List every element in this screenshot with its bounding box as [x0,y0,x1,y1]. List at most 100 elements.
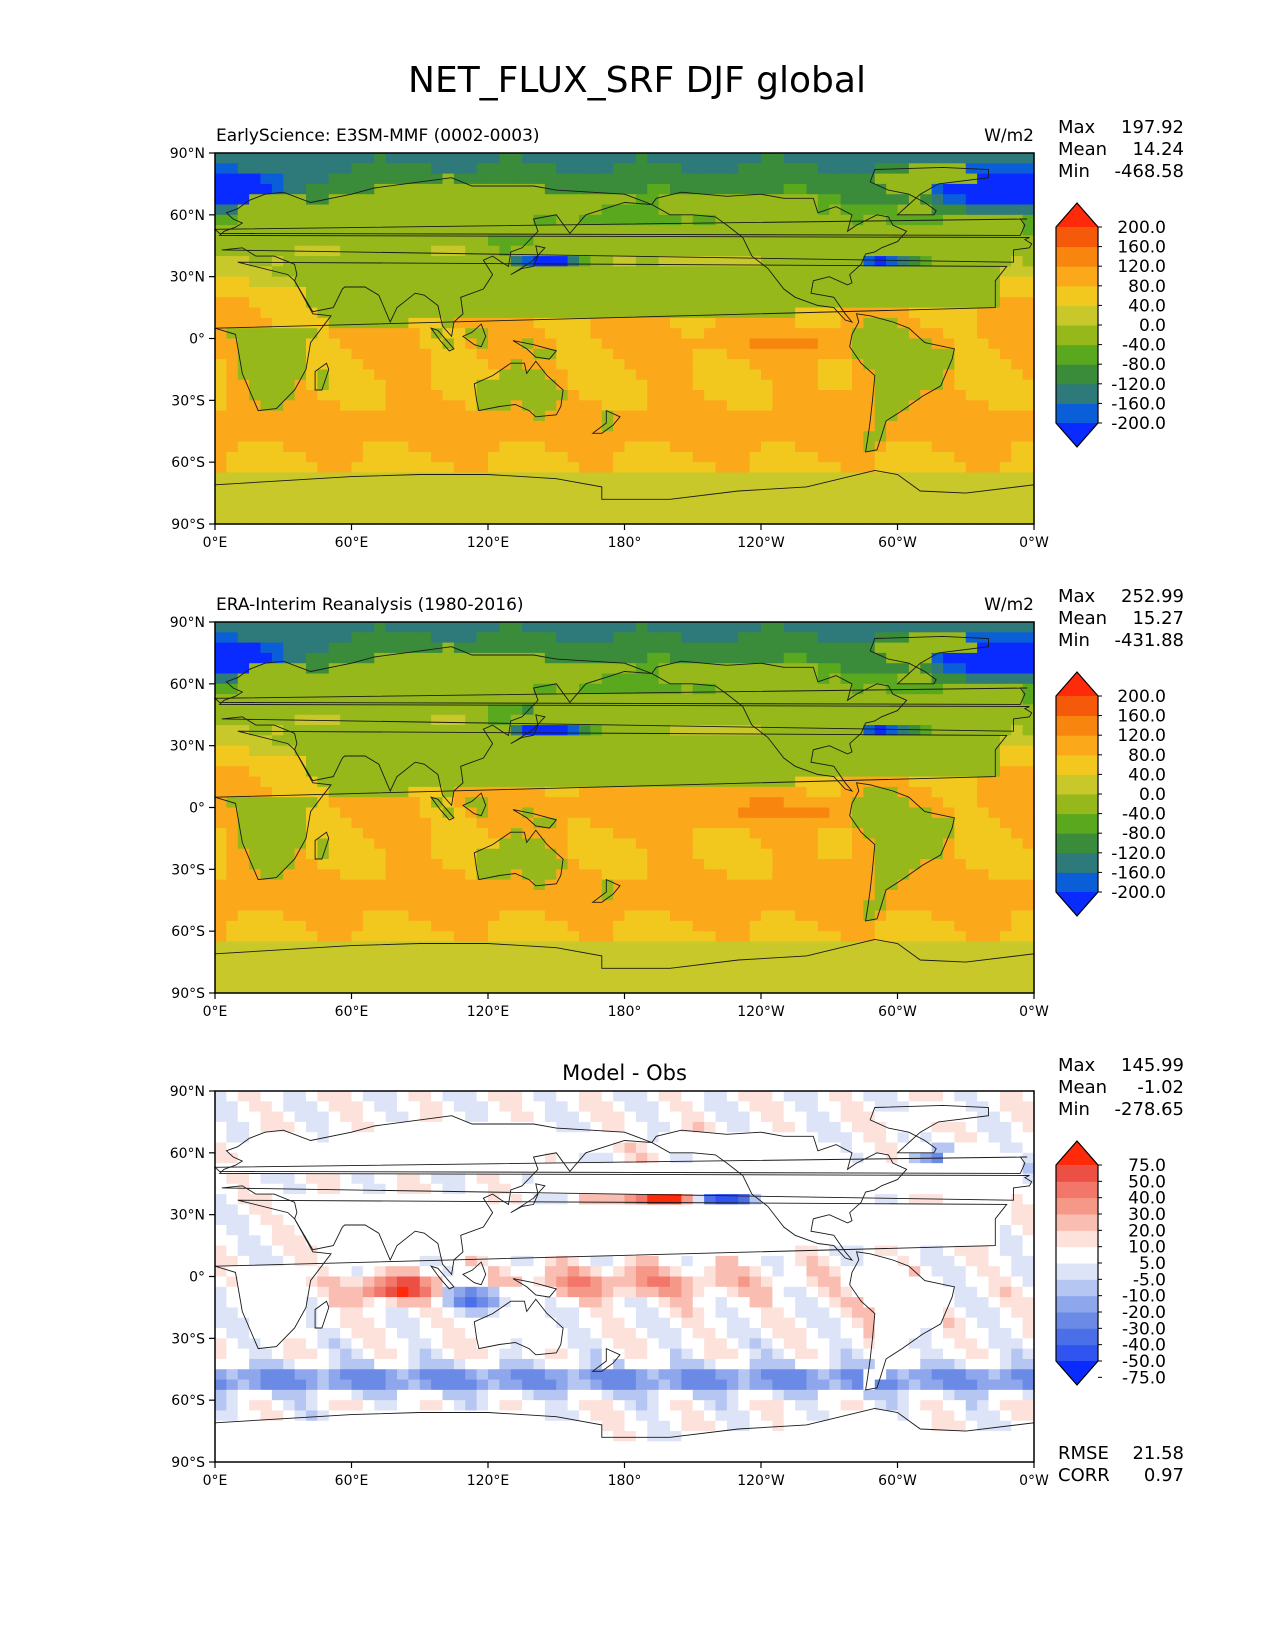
map-cell [658,735,671,747]
map-cell [362,256,375,267]
map-cell [749,632,762,644]
map-cell [783,400,796,412]
map-cell [499,513,512,525]
map-cell [579,683,591,695]
map-cell [1011,204,1024,216]
map-cell [988,735,1001,747]
map-cell [249,817,262,829]
map-cell [306,503,318,515]
map-cell [1011,400,1024,412]
map-cell [544,379,557,391]
map-cell [704,859,717,870]
map-cell [533,173,546,185]
map-cell [567,245,580,257]
map-cell [271,786,284,798]
map-cell [260,359,273,371]
map-cell [590,642,603,654]
map-cell [1011,859,1024,870]
map-cell [476,869,489,881]
map-cell [965,900,978,912]
map-cell [749,838,762,850]
map-cell [465,225,478,237]
map-cell [374,683,387,695]
map-cell [408,256,421,267]
map-cell [852,431,864,443]
map-cell [863,441,876,453]
map-cell [328,400,341,412]
map-cell [271,879,284,891]
map-cell [317,879,330,891]
map-cell [806,472,819,484]
map-cell [715,390,728,401]
map-cell [488,632,500,644]
map-cell [749,766,762,778]
map-cell [908,859,921,870]
map-cell [556,725,569,736]
map-cell [931,910,944,922]
map-cell [863,204,876,216]
map-cell [419,807,432,819]
map-cell [931,797,944,809]
map-cell [726,431,739,443]
map-cell [510,163,523,175]
map-cell [317,920,330,932]
map-cell [965,941,978,953]
map-cell [772,462,785,474]
map-cell [260,379,273,391]
map-cell [670,859,682,870]
map-cell [817,642,830,654]
map-cell [556,276,569,288]
map-cell [374,725,387,736]
map-cell [692,807,705,819]
map-cell [704,348,717,360]
coastline-great-britain [213,218,1028,236]
map-cell [362,431,375,443]
map-cell [999,786,1012,798]
map-cell [715,286,728,298]
map-cell [271,920,284,932]
map-cell [806,317,819,329]
map-cell [704,725,717,736]
map-cell [408,431,421,443]
map-cell [237,735,250,747]
map-cell [294,420,307,432]
map-cell [522,307,535,319]
map-cell [499,828,512,840]
map-cell [852,390,864,401]
map-cell [408,745,421,757]
map-cell [533,683,546,695]
map-cell [260,828,273,840]
map-cell [488,441,500,453]
map-cell [647,245,660,257]
map-cell [943,307,955,319]
map-cell [681,297,694,309]
map-cell [806,652,819,664]
map-cell [806,869,819,881]
map-cell [567,652,580,664]
map-cell [431,817,444,829]
map-cell [317,838,330,850]
map-cell [522,859,535,870]
map-cell [749,652,762,664]
map-cell [726,163,739,175]
map-cell [965,328,978,340]
map-cell [306,663,318,675]
map-cell [726,204,739,216]
map-cell [556,941,569,953]
map-cell [806,766,819,778]
map-cell [613,493,626,504]
map-cell [226,807,239,819]
map-cell [977,920,990,932]
map-cell [886,807,899,819]
map-cell [999,642,1012,654]
map-cell [260,694,273,706]
map-cell [510,390,523,401]
map-cell [544,286,557,298]
map-cell [522,266,535,278]
map-cell [681,163,694,175]
map-cell [829,462,842,474]
map-cell [977,766,990,778]
map-cell [544,338,557,350]
map-cell [601,663,614,675]
map-cell [670,462,682,474]
